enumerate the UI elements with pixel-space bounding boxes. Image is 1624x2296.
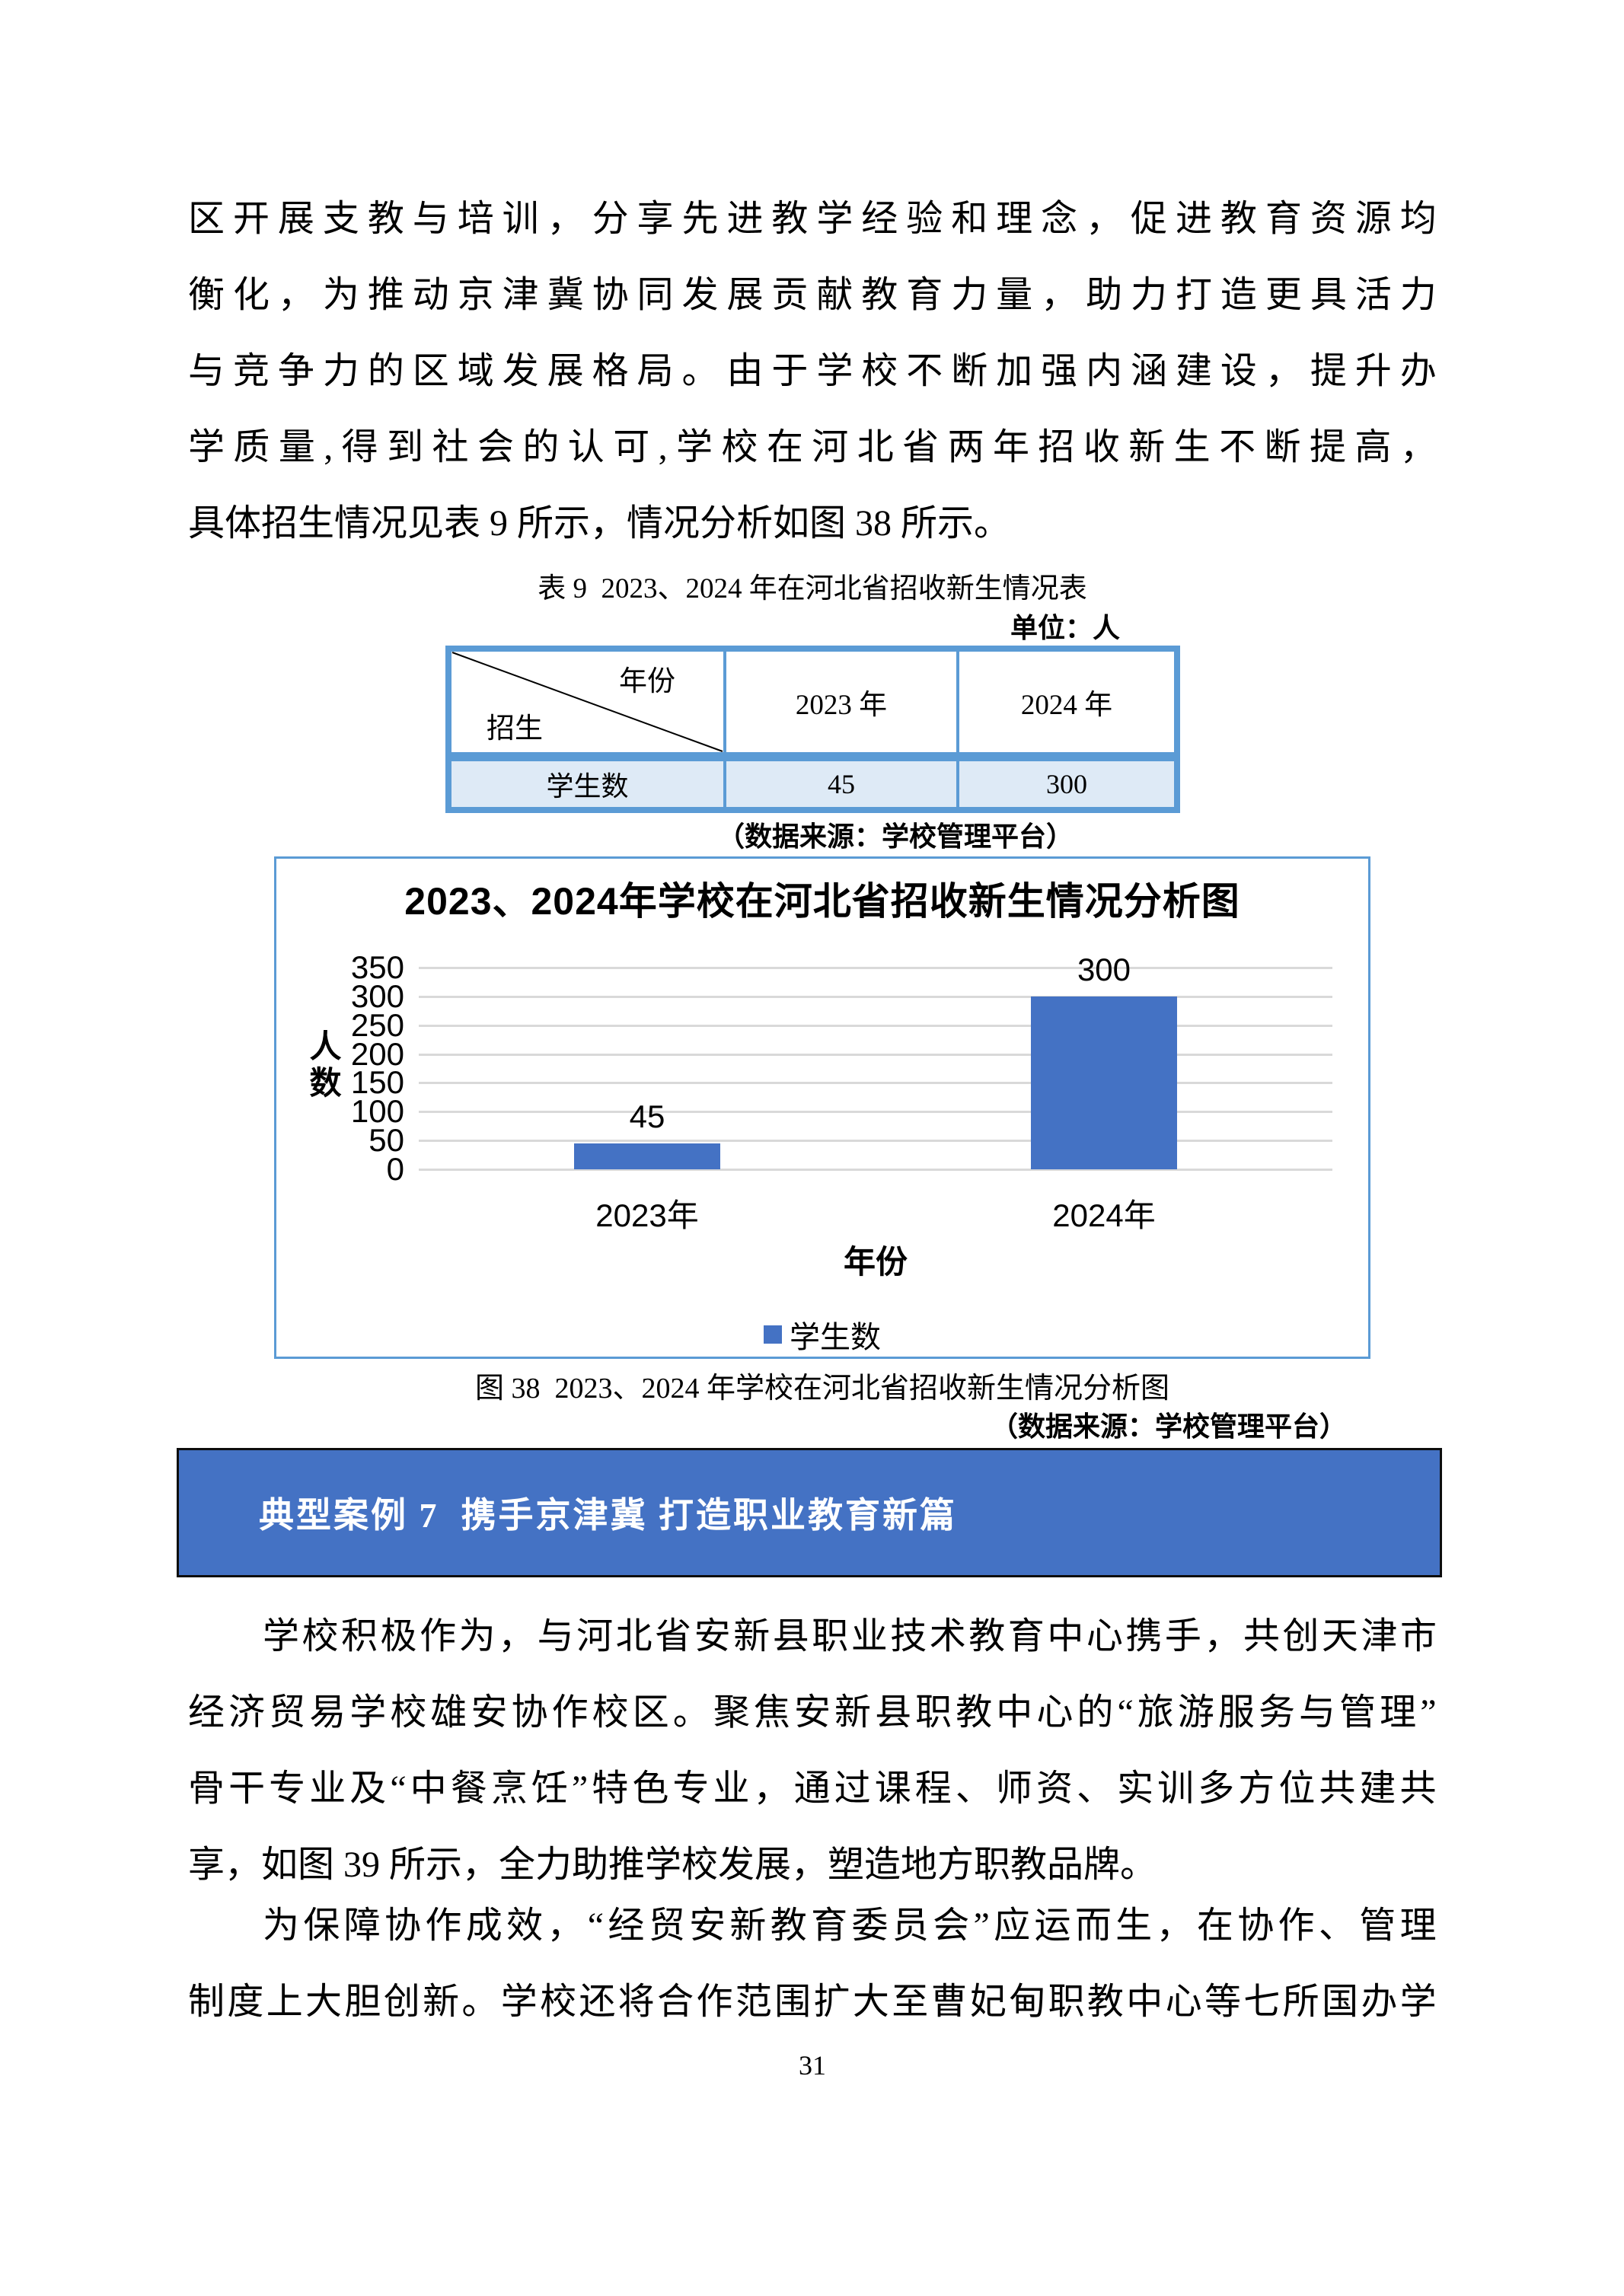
gridline [419,1169,1332,1171]
text-line: 经济贸易学校雄安协作校区。聚焦安新县职教中心的 “旅游服务与管理” [188,1692,1437,1733]
table-separator [451,752,1174,761]
row-value-2023: 45 [726,761,959,807]
gridline [419,1024,1332,1027]
bar-value-label: 300 [1077,952,1131,987]
text-line: 具体招生情况见表 9 所示，情况分析如图 38 所示。 [188,503,1011,544]
y-tick-label: 350 [350,949,404,985]
table-row: 学生数 45 300 [451,761,1174,807]
text-line: 骨干专业及 “中餐烹饪” 特色专业，通过课程、师资、实训多方位共建共 [188,1768,1437,1809]
text-line: 学校积极作为，与河北省安新县职业技术教育中心携手，共创天津市 [263,1616,1437,1657]
bar [1031,997,1177,1169]
text-line: 为保障协作成效， “经贸安新教育委员会” 应运而生，在协作、管理 [263,1905,1437,1946]
bar-chart-figure: 2023、2024年学校在河北省招收新生情况分析图 0 50 100 150 200 25… [274,856,1370,1359]
figure-source-note: （数据来源：学校管理平台） [990,1411,1347,1442]
y-tick-label: 100 [350,1093,404,1130]
text-line: 学质量, 得到社会的认可, 学校在河北省两年招收新生不断提高， [188,427,1437,467]
case-banner: 典型案例 7 携手京津冀 打造职业教育新篇 [177,1448,1442,1577]
legend-swatch [764,1325,782,1344]
y-tick-label: 50 [369,1122,404,1159]
corner-label-enrollment: 招生 [487,713,543,745]
page-number: 31 [799,2050,826,2081]
y-tick-label: 250 [350,1006,404,1043]
table-source-note: （数据来源：学校管理平台） [717,821,1074,852]
y-tick-label: 0 [386,1151,404,1187]
x-category-label: 2024年 [1052,1197,1156,1233]
chart-legend: 学生数 [276,1312,1368,1357]
table-header-row: 年份 招生 2023 年 2024 年 [451,652,1174,752]
admission-table: 年份 招生 2023 年 2024 年 学生数 45 300 [445,646,1180,813]
diagonal-line [451,652,723,752]
paragraph-case-detail: 为保障协作成效， “经贸安新教育委员会” 应运而生，在协作、管理制度上大胆创新。学校… [188,1888,1437,2040]
table-col-header-2023: 2023 年 [726,652,959,752]
row-label-students: 学生数 [451,761,726,807]
paragraph-intro: 区开展支教与培训，分享先进教学经验和理念，促进教育资源均衡化，为推动京津冀协同发… [188,181,1437,562]
y-tick-label: 200 [350,1035,404,1072]
table-caption: 表 9 2023、2024 年在河北省招收新生情况表 [538,573,1087,604]
corner-label-year: 年份 [619,666,675,697]
bar-value-label: 45 [629,1099,665,1134]
figure-caption: 图 38 2023、2024 年学校在河北省招收新生情况分析图 [474,1373,1169,1405]
gridline [419,1053,1332,1056]
y-tick-label: 300 [350,977,404,1014]
table-col-header-2024: 2024 年 [1020,690,1113,721]
x-category-label: 2023年 [595,1197,699,1233]
text-line: 衡化，为推动京津冀协同发展贡献教育力量，助力打造更具活力 [188,275,1437,315]
legend-label: 学生数 [790,1321,881,1354]
y-tick-label: 150 [350,1064,404,1101]
case-banner-label: 典型案例 7 携手京津冀 打造职业教育新篇 [259,1496,957,1535]
paragraph-case-intro: 学校积极作为，与河北省安新县职业技术教育中心携手，共创天津市经济贸易学校雄安协作… [188,1599,1437,1903]
bar [574,1143,720,1169]
text-line: 区开展支教与培训，分享先进教学经验和理念，促进教育资源均 [188,199,1437,239]
table-unit-note: 单位：人 [1010,613,1120,643]
y-axis-title: 人数 [305,1029,341,1102]
text-line: 与竞争力的区域发展格局。由于学校不断加强内涵建设，提升办 [188,351,1437,391]
table-corner-cell: 年份 招生 [451,652,726,752]
row-value-2024: 300 [1046,769,1087,799]
text-line: 制度上大胆创新。学校还将合作范围扩大至曹妃甸职教中心等七所国办学 [188,1982,1437,2022]
gridline [419,1111,1332,1114]
gridline [419,995,1332,998]
bar-chart-plot: 0 50 100 150 200 250 300 350 45 2023年 300 2024年 [276,859,1368,1357]
gridline [419,967,1332,969]
text-line: 享，如图 39 所示，全力助推学校发展，塑造地方职教品牌。 [188,1845,1157,1885]
x-axis-title: 年份 [843,1244,908,1280]
chart-title: 2023、2024年学校在河北省招收新生情况分析图 [404,880,1240,923]
gridline [419,1140,1332,1143]
gridline [419,1082,1332,1085]
